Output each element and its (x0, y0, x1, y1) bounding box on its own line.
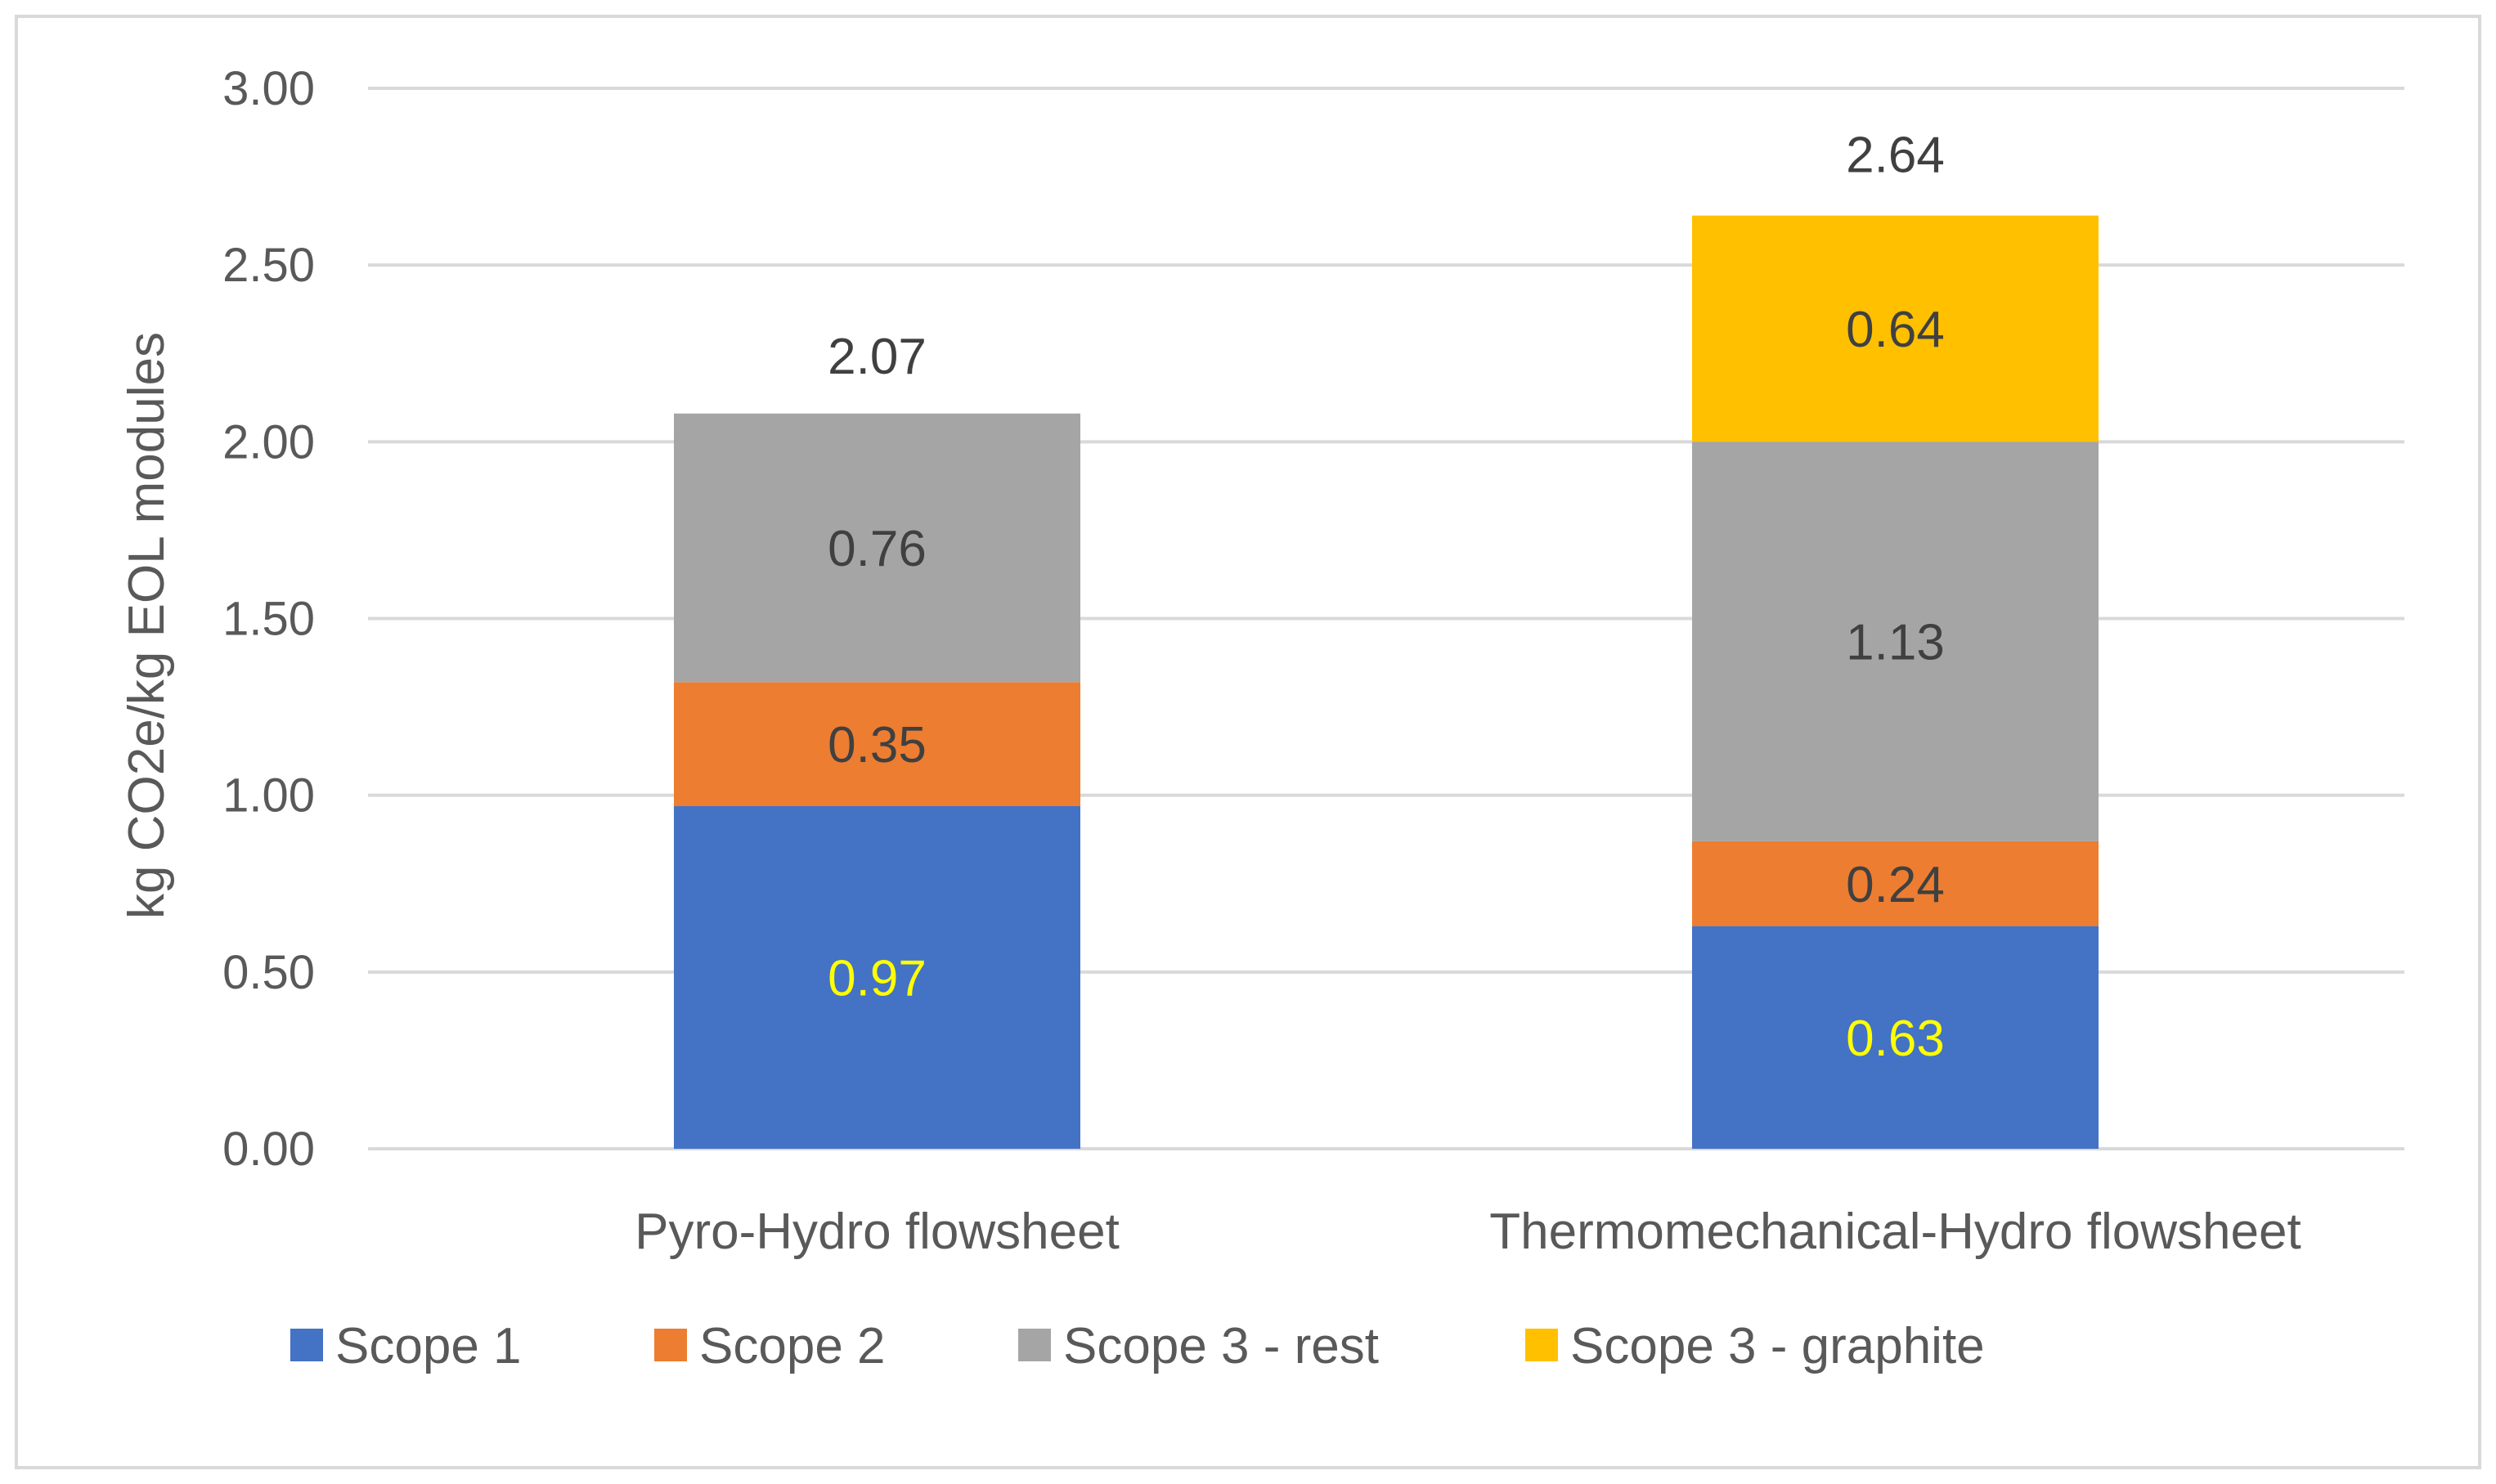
y-tick-label: 1.00 (222, 769, 315, 823)
y-tick-label: 3.00 (222, 62, 315, 115)
y-tick-label: 2.00 (222, 415, 315, 469)
y-tick-label: 0.50 (222, 946, 315, 999)
bar-segment-scope-3-rest (1692, 442, 2099, 841)
bar-segment-scope-3-rest (674, 413, 1080, 683)
legend-swatch (1018, 1329, 1051, 1361)
legend-swatch (1525, 1329, 1558, 1361)
y-tick-label: 0.00 (222, 1123, 315, 1176)
legend-label: Scope 2 (699, 1318, 886, 1374)
data-label: 0.76 (828, 521, 927, 577)
bar-segment-scope-1 (1692, 926, 2099, 1149)
bars (674, 215, 2099, 1149)
x-axis-ticks: Pyro-Hydro flowsheet Thermomechanical-Hyd… (635, 1204, 2301, 1260)
y-axis-ticks: 0.00 0.50 1.00 1.50 2.00 2.50 3.00 (222, 62, 315, 1176)
legend: Scope 1 Scope 2 Scope 3 - rest Scope 3 - gr… (290, 1318, 1985, 1374)
y-tick-label: 2.50 (222, 239, 315, 292)
total-label: 2.64 (1846, 128, 1945, 184)
data-label: 0.97 (828, 950, 927, 1007)
legend-swatch (654, 1329, 687, 1361)
legend-label: Scope 3 - graphite (1570, 1318, 1985, 1374)
data-label: 0.63 (1846, 1011, 1945, 1067)
x-tick-label: Thermomechanical-Hydro flowsheet (1489, 1204, 2301, 1260)
data-label: 0.64 (1846, 302, 1945, 358)
bar-segment-scope-2 (1692, 841, 2099, 926)
bar-segment-scope-2 (674, 682, 1080, 806)
total-label: 2.07 (828, 329, 927, 385)
bar-segment-scope-3-graphite (1692, 215, 2099, 442)
y-tick-label: 1.50 (222, 593, 315, 646)
data-labels: 0.97 0.35 0.76 2.07 0.63 0.24 1.13 0.64 2.64 (828, 128, 1945, 1067)
y-axis-label: kg CO2e/kg EOL modules (119, 332, 175, 919)
x-tick-label: Pyro-Hydro flowsheet (635, 1204, 1120, 1260)
legend-label: Scope 1 (335, 1318, 522, 1374)
data-label: 0.24 (1846, 857, 1945, 913)
legend-swatch (290, 1329, 323, 1361)
data-label: 0.35 (828, 717, 927, 773)
legend-label: Scope 3 - rest (1063, 1318, 1379, 1374)
bar-segment-scope-1 (674, 805, 1080, 1149)
data-label: 1.13 (1846, 615, 1945, 671)
